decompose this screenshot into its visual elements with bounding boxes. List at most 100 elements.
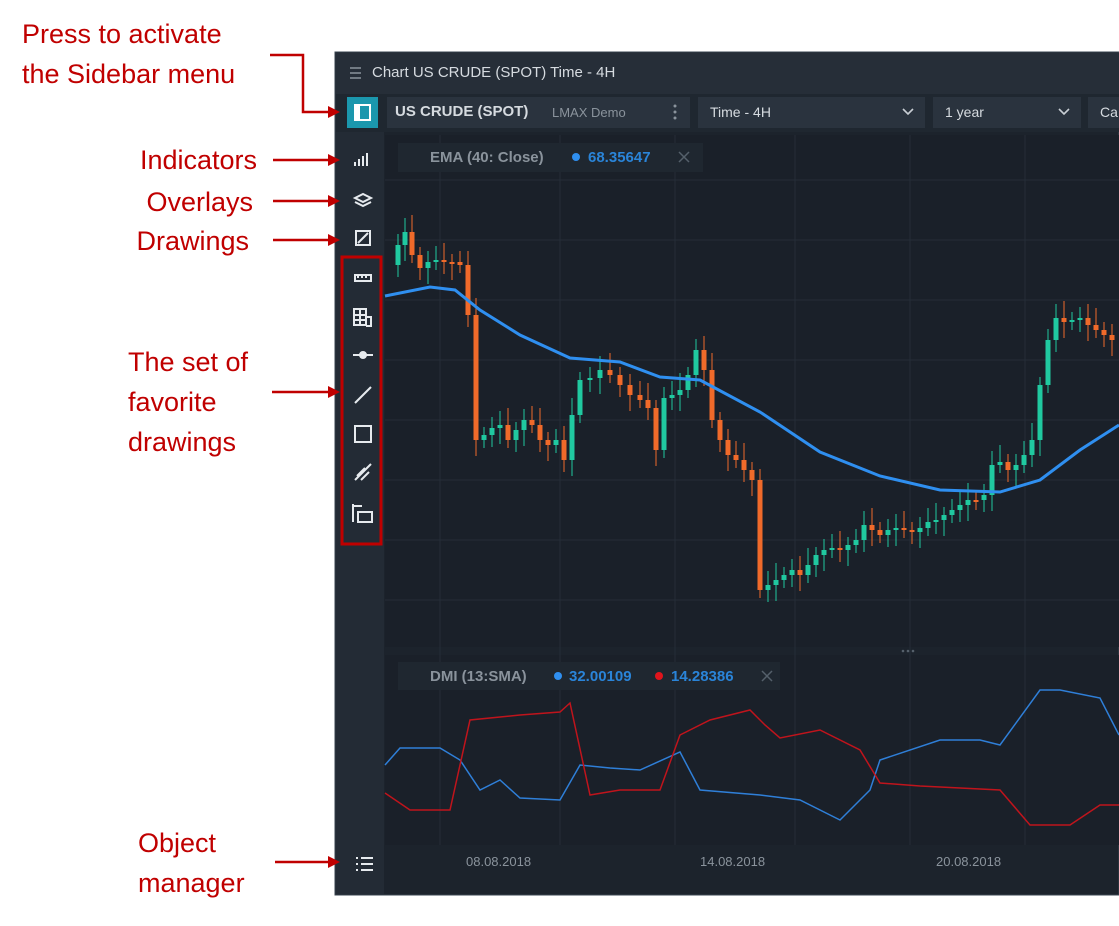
dmi-plus-line <box>384 689 1119 821</box>
range-dropdown[interactable] <box>933 97 1081 128</box>
candle-body <box>597 370 603 378</box>
candle-body <box>853 540 859 545</box>
candle-body <box>1037 385 1043 440</box>
candle-body <box>433 260 439 262</box>
candle-body <box>653 408 659 450</box>
candle-body <box>505 425 511 440</box>
candle-body <box>1045 340 1051 385</box>
menu-icon <box>350 67 361 79</box>
symbol-box[interactable] <box>387 97 690 128</box>
dmi-legend <box>398 662 780 690</box>
candle-body <box>757 480 763 590</box>
timeframe[interactable]: Time - 4H <box>710 104 771 120</box>
candle-body <box>409 232 415 255</box>
candle-body <box>773 580 779 585</box>
candle-body <box>909 530 915 532</box>
candle-body <box>733 455 739 460</box>
dmi-minus-value: 14.28386 <box>671 668 734 685</box>
candle-body <box>821 550 827 555</box>
candle-body <box>1077 318 1083 320</box>
candle-body <box>901 528 907 530</box>
symbol-menu-dots <box>673 104 677 120</box>
candle-body <box>1093 325 1099 330</box>
candle-body <box>693 350 699 375</box>
candle-body <box>925 522 931 528</box>
candle-body <box>717 420 723 440</box>
candle-body <box>789 570 795 575</box>
candle-body <box>607 370 613 375</box>
candle-body <box>869 525 875 530</box>
chart-type[interactable]: Ca <box>1100 104 1118 120</box>
dmi-plus-dot <box>554 672 562 680</box>
candle-body <box>685 375 691 390</box>
candle-body <box>701 350 707 370</box>
candle-body <box>845 545 851 550</box>
annotation: Drawings <box>136 226 249 256</box>
dmi-plus-value: 32.00109 <box>569 668 632 685</box>
ema-legend <box>398 143 703 172</box>
arrow-heads <box>328 106 340 868</box>
candle-body <box>1061 318 1067 322</box>
candle-body <box>949 510 955 515</box>
candle-body <box>661 398 667 450</box>
candle-body <box>997 462 1003 465</box>
candle-body <box>425 262 431 268</box>
dmi-minus-dot <box>655 672 663 680</box>
annotation: Press to activate the Sidebar menu <box>22 19 236 89</box>
candle-body <box>1085 318 1091 325</box>
dmi-minus-line <box>384 701 1119 826</box>
chart-type-dropdown[interactable] <box>1088 97 1119 128</box>
candle-body <box>965 500 971 505</box>
candle-body <box>441 260 447 262</box>
pane-resize-handle <box>901 649 915 653</box>
sidebar-toggle[interactable] <box>347 97 378 128</box>
candle-body <box>677 390 683 395</box>
sidebar-toggle-icon <box>355 105 360 120</box>
candle-body <box>749 470 755 480</box>
candle-body <box>521 420 527 430</box>
candle-body <box>933 520 939 522</box>
candle-body <box>941 515 947 520</box>
candle-body <box>545 440 551 445</box>
annotation: Object manager <box>138 828 245 898</box>
candle-body <box>587 378 593 380</box>
candle-body <box>1021 455 1027 465</box>
symbol[interactable]: US CRUDE (SPOT) <box>395 103 529 120</box>
candle-body <box>861 525 867 540</box>
timeframe-dropdown[interactable] <box>698 97 925 128</box>
sidebar-icons <box>352 153 374 871</box>
candle-body <box>725 440 731 455</box>
candle-body <box>577 380 583 415</box>
legend-close-icons[interactable] <box>678 151 773 682</box>
candle-body <box>813 555 819 565</box>
candle-body <box>1005 462 1011 470</box>
candle-body <box>473 315 479 440</box>
ema-value: 68.35647 <box>588 149 651 166</box>
title-bar <box>336 53 1119 94</box>
candle-body <box>1053 318 1059 340</box>
candle-body <box>513 430 519 440</box>
ema-line <box>384 285 1119 494</box>
candle-body <box>553 440 559 445</box>
candle-body <box>917 528 923 532</box>
candle-body <box>1029 440 1035 455</box>
candle-body <box>617 375 623 385</box>
candle-body <box>669 395 675 398</box>
candle-body <box>537 425 543 440</box>
candle-body <box>395 245 401 265</box>
annotation: Overlays <box>146 187 253 217</box>
candle-body <box>449 262 455 264</box>
candle-body <box>709 370 715 420</box>
x-axis-label: 20.08.2018 <box>936 854 1002 869</box>
candles <box>395 215 1115 602</box>
candle-body <box>989 465 995 495</box>
x-axis-label: 14.08.2018 <box>700 854 766 869</box>
candle-body <box>497 425 503 428</box>
candle-body <box>645 400 651 408</box>
candle-body <box>417 255 423 268</box>
candle-body <box>805 565 811 575</box>
range[interactable]: 1 year <box>945 104 984 120</box>
candle-body <box>829 548 835 550</box>
